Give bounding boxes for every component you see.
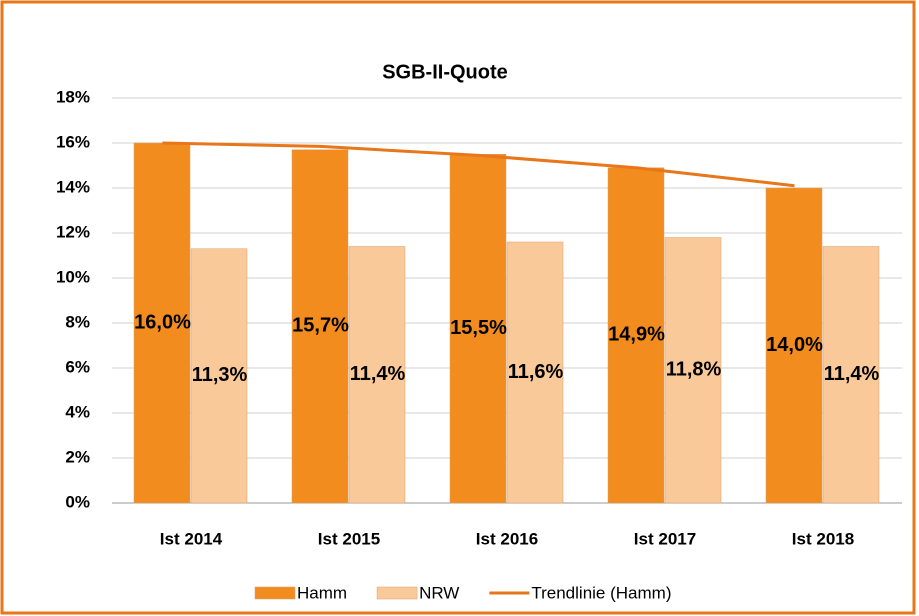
- y-tick-label: 12%: [56, 222, 90, 241]
- data-label: 15,7%: [292, 315, 349, 337]
- y-tick-label: 6%: [65, 357, 90, 376]
- trend-line: [162, 141, 795, 188]
- x-tick-label: Ist 2017: [634, 529, 696, 548]
- y-tick-label: 2%: [65, 447, 90, 466]
- data-label: 11,3%: [192, 364, 248, 386]
- y-tick-label: 0%: [65, 492, 90, 511]
- y-tick-label: 8%: [65, 312, 90, 331]
- y-tick-label: 18%: [56, 87, 90, 106]
- legend-label: Hamm: [297, 583, 347, 602]
- y-tick-label: 10%: [56, 267, 90, 286]
- y-tick-label: 16%: [56, 132, 90, 151]
- legend-marker: [254, 586, 296, 600]
- y-tick-label: 14%: [56, 177, 90, 196]
- legend-label: NRW: [419, 583, 459, 602]
- bar: [822, 246, 880, 504]
- data-label: 16,0%: [134, 311, 191, 333]
- data-label: 11,4%: [824, 363, 880, 385]
- bar: [449, 154, 507, 504]
- data-label: 15,5%: [450, 317, 507, 339]
- legend-label: Trendlinie (Hamm): [531, 583, 671, 602]
- x-tick-label: Ist 2014: [160, 529, 223, 548]
- x-tick-label: Ist 2018: [792, 529, 854, 548]
- data-label: 11,8%: [666, 359, 722, 381]
- bar: [190, 248, 248, 504]
- y-tick-label: 4%: [65, 402, 90, 421]
- bar: [506, 241, 564, 504]
- bar: [607, 167, 665, 504]
- chart-title: SGB-II-Quote: [382, 61, 508, 83]
- bar: [291, 149, 349, 504]
- data-label: 14,0%: [766, 334, 823, 356]
- bar: [348, 246, 406, 504]
- bar: [133, 142, 191, 504]
- legend-marker: [376, 586, 418, 600]
- data-label: 11,6%: [508, 361, 564, 383]
- bar: [765, 187, 823, 504]
- bar: [664, 237, 722, 504]
- data-label: 14,9%: [608, 324, 665, 346]
- data-label: 11,4%: [350, 363, 406, 385]
- x-tick-label: Ist 2016: [476, 529, 538, 548]
- x-tick-label: Ist 2015: [318, 529, 380, 548]
